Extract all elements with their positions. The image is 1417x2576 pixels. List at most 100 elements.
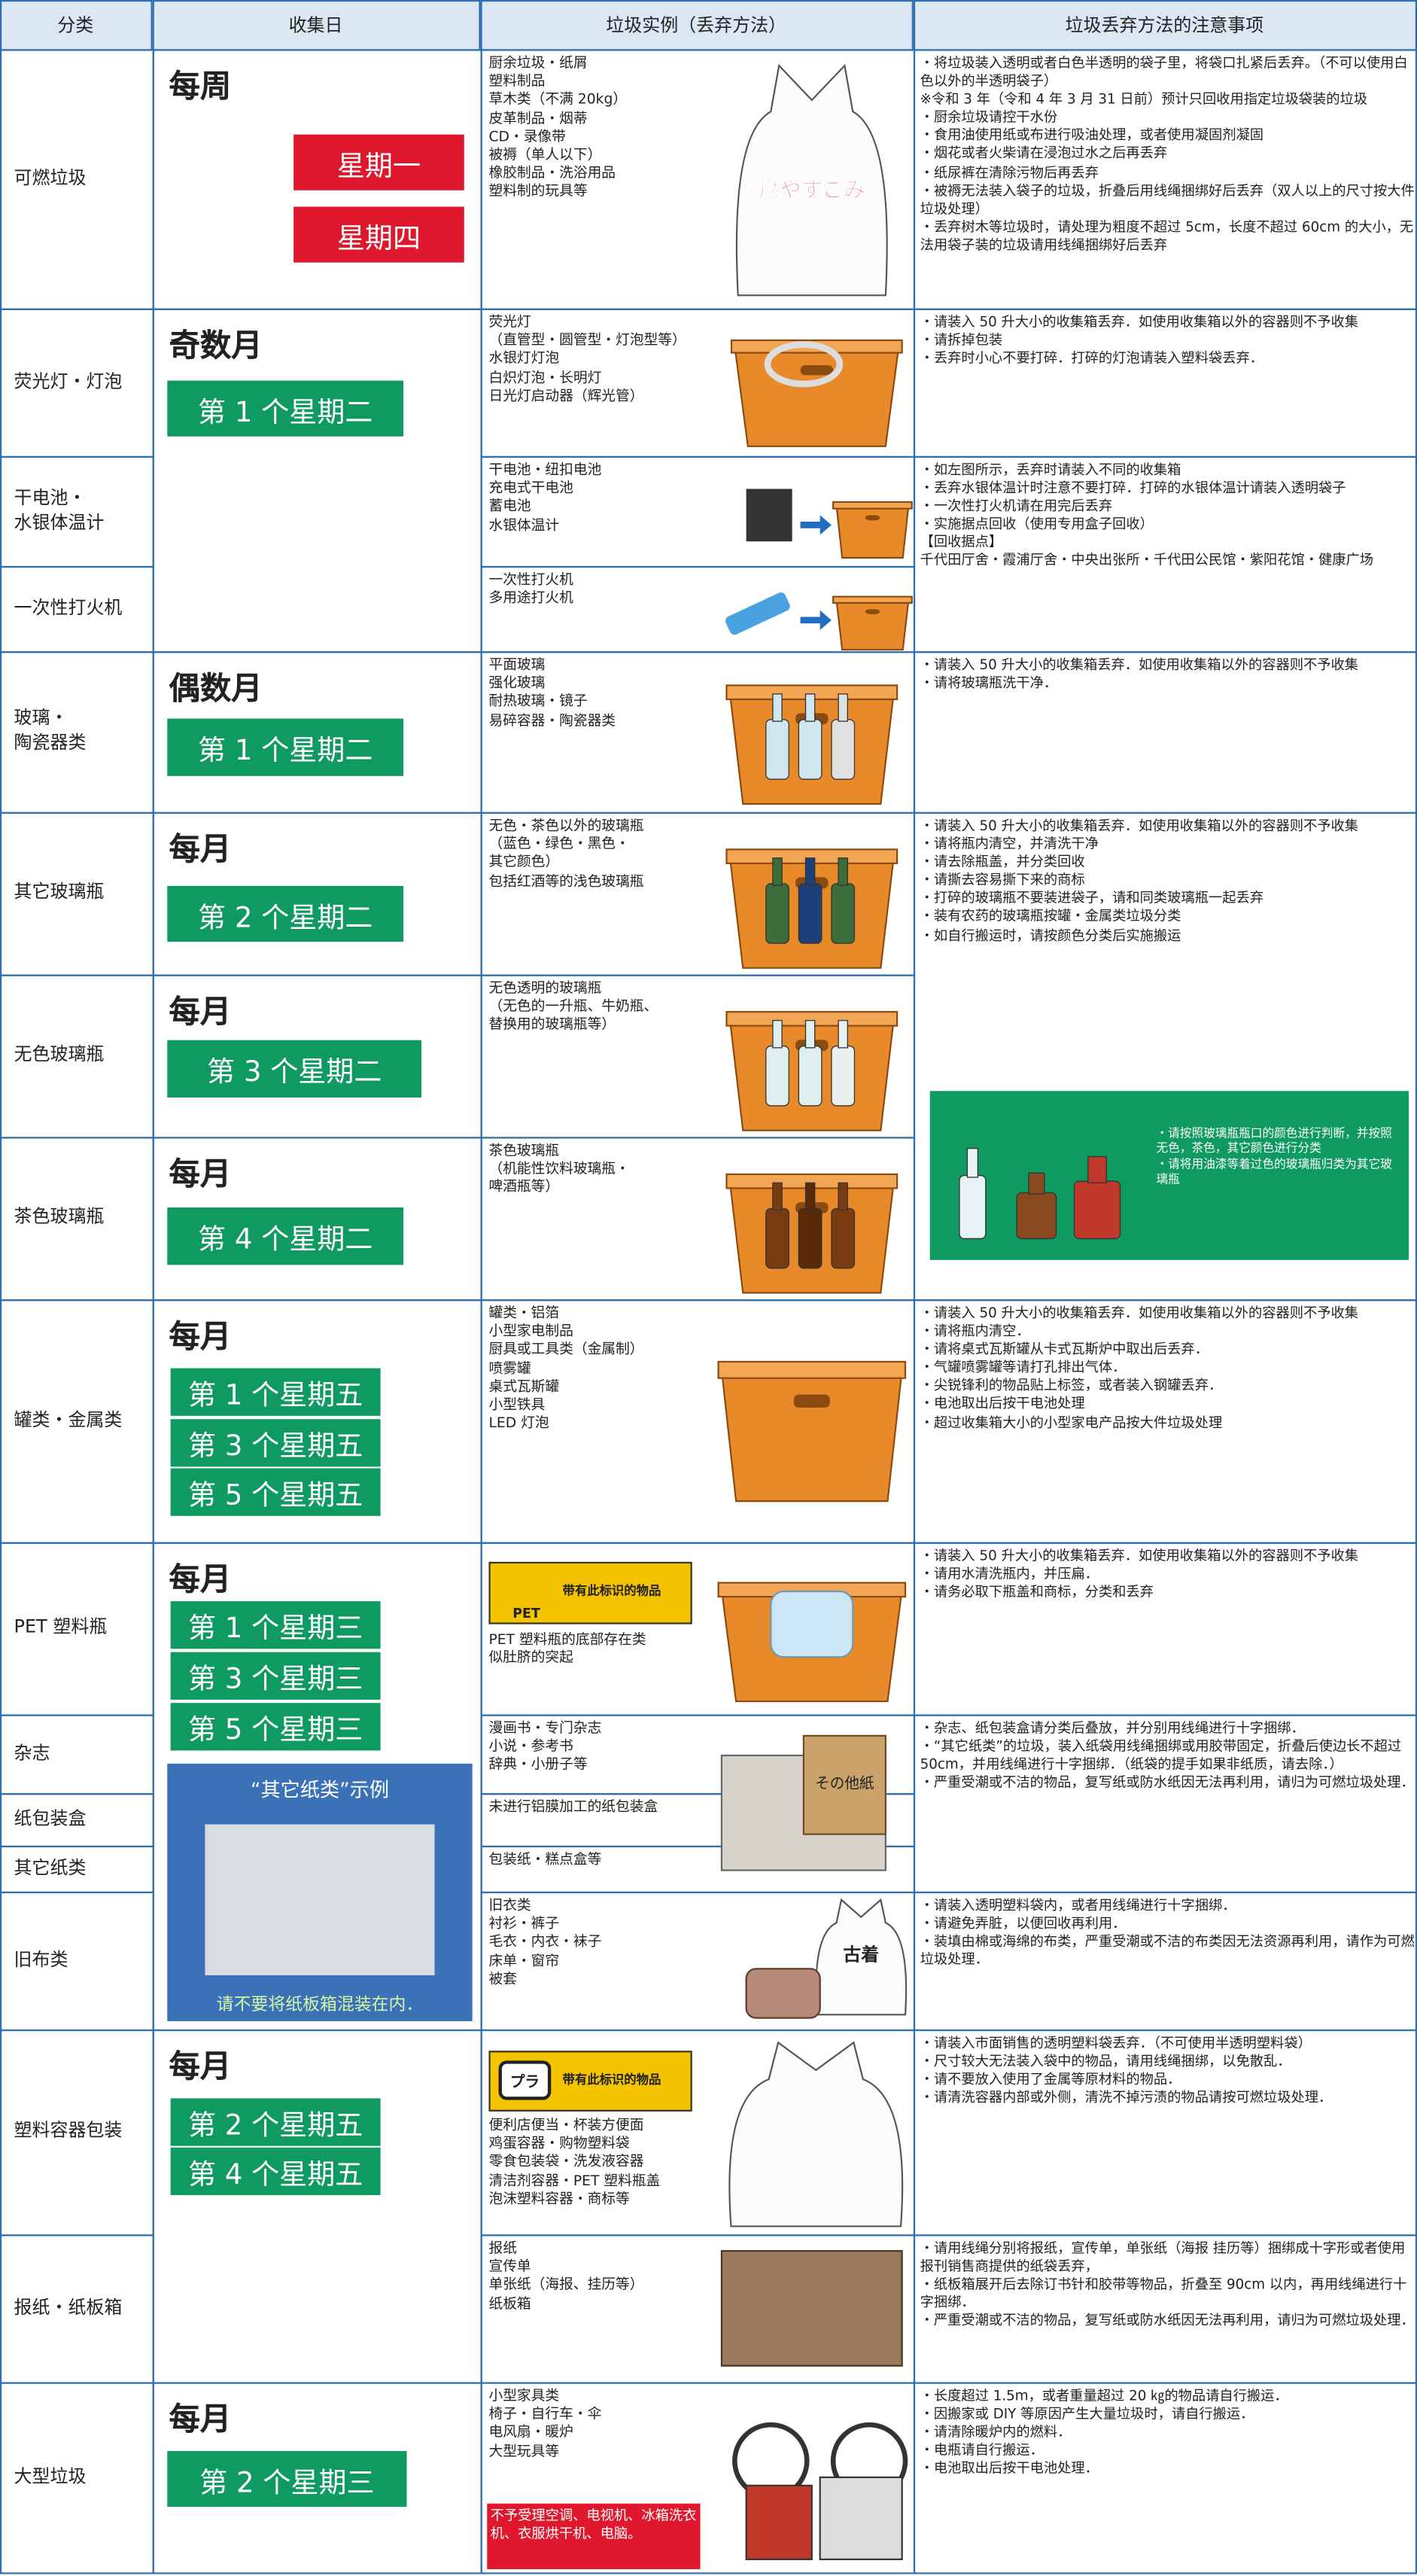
notes-text: ・长度超过 1.5m，或者重量超过 20 ㎏的物品请自行搬运． ・因搬家或 DI… xyxy=(920,2387,1288,2477)
paper-bag xyxy=(802,1734,886,1835)
example-text: 小型家具类 椅子・自行车・伞 电风扇・暖炉 大型玩具等 xyxy=(488,2389,602,2461)
notes-cell xyxy=(912,2381,1416,2574)
bottle-neck xyxy=(838,693,848,722)
bottle xyxy=(959,1174,987,1240)
example-text: 无色透明的玻璃瓶 （无色的一升瓶、牛奶瓶、 替换用的玻璃瓶等） xyxy=(488,981,658,1034)
bottle xyxy=(831,719,856,780)
schedule-cell xyxy=(151,2381,482,2574)
bottle xyxy=(765,1207,789,1269)
collection-day: 星期一 xyxy=(293,134,464,190)
collection-day: 第 3 个星期五 xyxy=(170,1419,381,1467)
cardboard xyxy=(720,2250,903,2367)
bottle xyxy=(831,1207,856,1269)
pet-bottles xyxy=(770,1590,854,1658)
notes-text: ・请装入 50 升大小的收集箱丢弃．如使用收集箱以外的容器则不予收集 ・请用水清… xyxy=(920,1547,1359,1600)
bin-rim xyxy=(832,501,913,510)
example-text: 平面玻璃 强化玻璃 耐热玻璃・镜子 易碎容器・陶瓷器类 xyxy=(488,657,616,729)
collection-day: 第 2 个星期三 xyxy=(167,2451,407,2507)
frequency: 奇数月 xyxy=(169,327,263,364)
header-cell: 垃圾丢弃方法的注意事项 xyxy=(912,0,1416,50)
example-text: 干电池・纽扣电池 充电式干电池 蓄电池 水银体温计 xyxy=(488,462,602,534)
collection-day: 第 3 个星期三 xyxy=(170,1652,381,1700)
bottle xyxy=(798,1045,823,1107)
category-cell: PET 塑料瓶 xyxy=(0,1541,154,1716)
example-text: PET 塑料瓶的底部存在类 似肚脐的突起 xyxy=(488,1632,646,1667)
bottle-neck xyxy=(772,693,783,722)
bottle xyxy=(1016,1192,1057,1240)
paper-example-title: “其它纸类”示例 xyxy=(250,1778,389,1801)
bin xyxy=(734,346,900,447)
frequency: 每月 xyxy=(169,2401,232,2438)
arrow xyxy=(800,610,832,630)
example-text: 无色・茶色以外的玻璃瓶 （蓝色・绿色・黑色・ 其它颜色） 包括红酒等的浅色玻璃瓶 xyxy=(488,818,644,891)
example-text: 未进行铝膜加工的纸包装盒 xyxy=(488,1799,658,1816)
bottle-neck xyxy=(1028,1172,1045,1195)
example-text: 漫画书・专门杂志 小说・参考书 辞典・小册子等 xyxy=(488,1721,602,1774)
category-cell: 一次性打火机 xyxy=(0,565,154,653)
pet-mark-label: 带有此标识的物品 xyxy=(562,1583,661,1598)
collection-day: 第 1 个星期二 xyxy=(167,380,404,437)
notes-text: ・如左图所示，丢弃时请装入不同的收集箱 ・丢弃水银体温计时注意不要打碎．打碎的水… xyxy=(920,461,1373,569)
bottle-neck xyxy=(1087,1156,1107,1184)
example-text: 便利店便当・杯装方便面 鸡蛋容器・购物塑料袋 零食包装袋・洗发液容器 清洁剂容器… xyxy=(488,2118,661,2208)
notes-text: ・请装入透明塑料袋内，或者用线绳进行十字捆绑． ・请避免弄脏，以便回收再利用． … xyxy=(920,1896,1415,1968)
frequency: 偶数月 xyxy=(169,671,263,708)
bulky-exclusions: 不予受理空调、电视机、冰箱洗衣机、衣服烘干机、电脑。 xyxy=(487,2503,701,2569)
collection-day: 第 3 个星期二 xyxy=(167,1040,422,1098)
bin-handle xyxy=(793,1394,830,1408)
collection-day: 第 4 个星期五 xyxy=(170,2147,381,2196)
example-text: 厨余垃圾・纸屑 塑料制品 草木类（不满 20kg） 皮革制品・烟蒂 CD・录像带… xyxy=(488,56,628,201)
fan-heater xyxy=(819,2476,903,2560)
category-cell: 无色玻璃瓶 xyxy=(0,973,154,1138)
collection-day: 星期四 xyxy=(293,206,464,263)
bottle-neck xyxy=(804,1182,816,1211)
frequency: 每月 xyxy=(169,1561,232,1598)
frequency: 每月 xyxy=(169,1319,232,1356)
glass-color-note: ・请按照玻璃瓶瓶口的颜色进行判断，并按照无色，茶色，其它颜色进行分类 ・请将用油… xyxy=(1156,1125,1392,1186)
lamp xyxy=(764,341,844,388)
example-text: 报纸 宣传单 单张纸（海报、挂历等） 纸板箱 xyxy=(488,2241,644,2313)
bottle-neck xyxy=(838,1182,848,1211)
bin-handle xyxy=(865,515,880,521)
bottle-neck xyxy=(838,1019,848,1049)
notes-text: ・请装入市面销售的透明塑料袋丢弃．（不可使用半透明塑料袋） ・尺寸较大无法装入袋… xyxy=(920,2034,1333,2106)
bottle-neck xyxy=(772,1182,783,1211)
bottle xyxy=(765,883,789,944)
collection-day: 第 2 个星期二 xyxy=(167,885,404,942)
notes-text: ・将垃圾装入透明或者白色半透明的袋子里，将袋口扎紧后丢弃。（不可以使用白色以外的… xyxy=(920,53,1415,253)
notes-text: ・请用线绳分别将报纸，宣传单，单张纸（海报 挂历等）捆绑成十字形或者使用报刊销售… xyxy=(920,2239,1415,2329)
example-text: 罐类・铝箔 小型家电制品 厨具或工具类（金属制） 喷雾罐 桌式瓦斯罐 小型铁具 … xyxy=(488,1305,644,1433)
bottle xyxy=(831,883,856,944)
glass-note-box xyxy=(929,1091,1409,1260)
category-cell: 纸包装盒 xyxy=(0,1792,154,1847)
example-text: 荧光灯 （直管型・圆管型・灯泡型等） 水银灯灯泡 白炽灯泡・长明灯 日光灯启动器… xyxy=(488,315,686,405)
bag xyxy=(815,1898,908,2016)
frequency: 每月 xyxy=(169,2049,232,2086)
bin-handle xyxy=(800,365,834,376)
pet-mark-code: PET xyxy=(512,1606,540,1621)
cloth-bag-label: 古着 xyxy=(843,1944,879,1965)
notes-text: ・请装入 50 升大小的收集箱丢弃．如使用收集箱以外的容器则不予收集 ・请将瓶内… xyxy=(920,817,1359,943)
bottle-neck xyxy=(772,857,783,886)
plastic-mark-label: 带有此标识的物品 xyxy=(562,2072,661,2087)
bottle xyxy=(1073,1180,1121,1240)
collection-day: 第 1 个星期二 xyxy=(167,718,404,776)
frequency: 每月 xyxy=(169,994,232,1031)
bag-label: 燃やすごみ xyxy=(759,178,865,202)
example-text: 包装纸・糕点盒等 xyxy=(488,1852,602,1869)
paper-bag-label: その他紙 xyxy=(815,1775,874,1792)
collection-day: 第 5 个星期三 xyxy=(170,1703,381,1751)
bin xyxy=(835,504,910,559)
bottle-neck xyxy=(966,1147,979,1178)
category-cell: 其它纸类 xyxy=(0,1844,154,1892)
bin-rim xyxy=(717,1360,907,1379)
pet-mark xyxy=(488,1561,692,1624)
bottle-neck xyxy=(804,693,816,722)
bottle xyxy=(798,1207,823,1269)
collection-day: 第 5 个星期五 xyxy=(170,1468,381,1516)
collection-day: 第 4 个星期二 xyxy=(167,1207,404,1265)
battery xyxy=(746,489,792,542)
example-text: 旧衣类 衬衫・裤子 毛衣・内衣・袜子 床单・窗帘 被套 xyxy=(488,1898,602,1988)
